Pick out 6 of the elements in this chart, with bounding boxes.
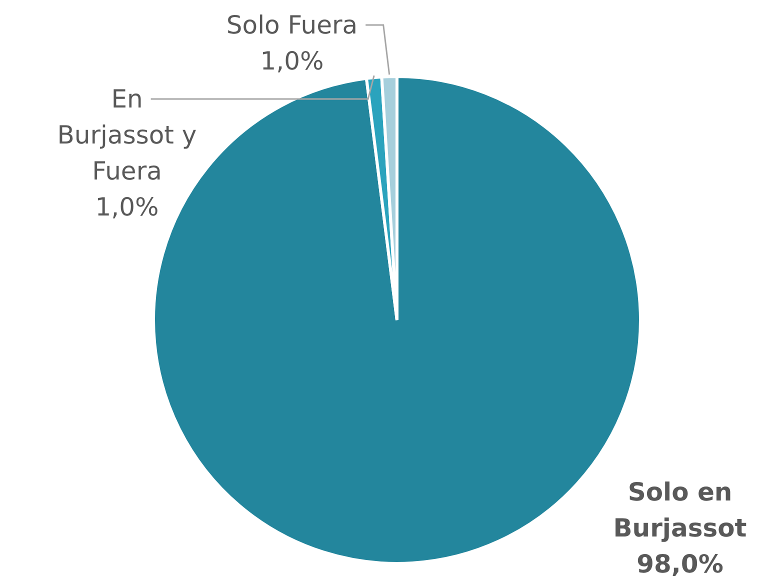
slice-label: Solo en Burjassot	[613, 478, 747, 542]
slice-label: Solo Fuera	[226, 10, 358, 40]
data-label: 1,0%	[260, 46, 324, 76]
data-label: 1,0%	[95, 192, 159, 222]
data-label: 98,0%	[636, 550, 724, 578]
slice-label: En Burjassot y Fuera	[57, 84, 197, 186]
